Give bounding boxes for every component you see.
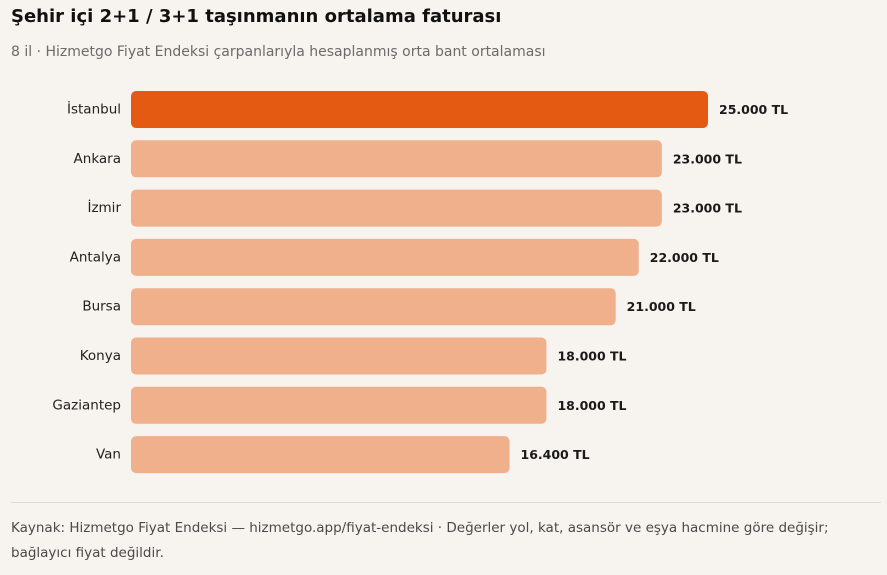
category-label: Bursa bbox=[82, 299, 121, 315]
source-note: Kaynak: Hizmetgo Fiyat Endeksi — hizmetg… bbox=[11, 520, 829, 561]
value-label: 18.000 TL bbox=[557, 349, 626, 364]
chart-subtitle: 8 il · Hizmetgo Fiyat Endeksi çarpanları… bbox=[11, 44, 546, 60]
category-label: Antalya bbox=[70, 249, 121, 265]
chart-title: Şehir içi 2+1 / 3+1 taşınmanın ortalama … bbox=[11, 6, 502, 27]
bar-7 bbox=[131, 436, 510, 474]
category-label: İzmir bbox=[87, 198, 121, 216]
bar-1 bbox=[131, 140, 662, 178]
bar-6 bbox=[131, 386, 547, 424]
category-label: Gaziantep bbox=[52, 397, 121, 413]
value-label: 16.400 TL bbox=[521, 447, 590, 462]
footer-divider bbox=[11, 502, 881, 503]
bar-2 bbox=[131, 189, 662, 227]
category-label: Van bbox=[96, 447, 121, 463]
value-label: 22.000 TL bbox=[650, 250, 719, 265]
bar-5 bbox=[131, 337, 547, 375]
bar-4 bbox=[131, 288, 616, 326]
category-label: İstanbul bbox=[67, 100, 121, 118]
bar-chart: İstanbul 25.000 TL Ankara 23.000 TL İzmir 23.… bbox=[52, 91, 788, 474]
value-label: 18.000 TL bbox=[557, 398, 626, 413]
category-label: Ankara bbox=[74, 151, 121, 167]
value-label: 25.000 TL bbox=[719, 102, 788, 117]
value-label: 23.000 TL bbox=[673, 201, 742, 216]
bar-3 bbox=[131, 238, 639, 276]
category-label: Konya bbox=[80, 348, 121, 364]
value-label: 21.000 TL bbox=[627, 299, 696, 314]
bar-0 bbox=[131, 91, 708, 128]
value-label: 23.000 TL bbox=[673, 151, 742, 166]
